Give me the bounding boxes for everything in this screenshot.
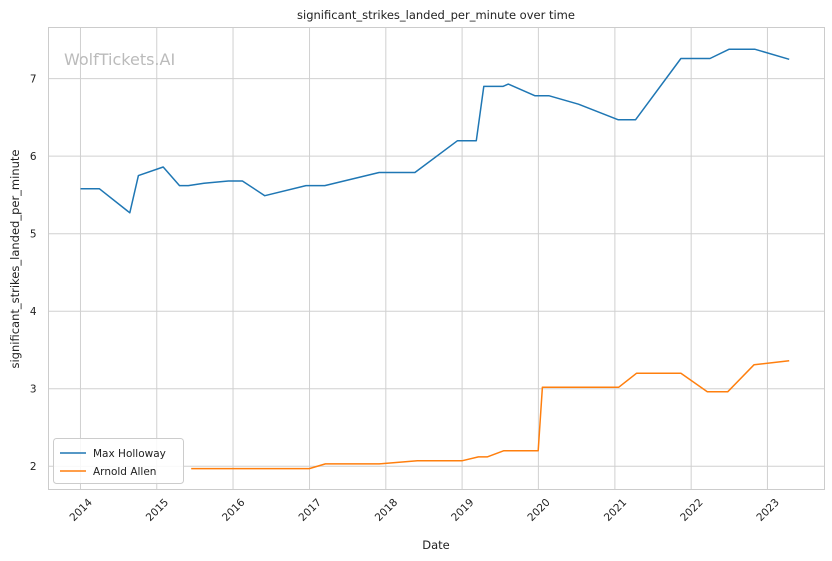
y-tick-label-4: 4: [30, 306, 37, 318]
x-tick-label-2016: 2016: [220, 496, 248, 524]
series-lines: [80, 48, 790, 470]
x-tick-label-2019: 2019: [449, 497, 476, 524]
series-line-max-holloway: [80, 48, 790, 214]
x-tick-labels: 2014 2015 2016 2017 2018 2019 2020 2021 2022 2023: [67, 496, 781, 524]
x-axis-label: Date: [422, 538, 450, 552]
grid-lines: [48, 27, 825, 490]
x-tick-label-2014: 2014: [67, 496, 95, 524]
y-tick-label-5: 5: [30, 229, 37, 241]
x-tick-label-2018: 2018: [373, 497, 400, 524]
legend: Max Holloway Arnold Allen: [53, 438, 184, 484]
x-tick-label-2022: 2022: [678, 497, 705, 524]
y-tick-label-7: 7: [30, 74, 37, 86]
y-tick-label-2: 2: [30, 461, 37, 473]
x-tick-label-2020: 2020: [525, 497, 552, 524]
y-tick-label-3: 3: [30, 384, 37, 396]
legend-label-arnold-allen: Arnold Allen: [93, 466, 156, 478]
legend-label-max-holloway: Max Holloway: [93, 448, 166, 460]
chart-title: significant_strikes_landed_per_minute ov…: [297, 8, 575, 22]
x-tick-label-2017: 2017: [297, 497, 324, 524]
y-tick-labels: 2 3 4 5 6 7: [30, 74, 37, 474]
y-tick-label-6: 6: [30, 151, 37, 163]
y-axis-label: significant_strikes_landed_per_minute: [8, 150, 22, 369]
series-line-arnold-allen: [191, 360, 790, 470]
x-tick-label-2023: 2023: [754, 497, 781, 524]
x-tick-label-2015: 2015: [144, 497, 171, 524]
x-tick-label-2021: 2021: [602, 497, 629, 524]
legend-box: [53, 438, 184, 484]
watermark-text: WolfTickets.AI: [64, 50, 175, 69]
plot-area-frame: [48, 27, 825, 490]
